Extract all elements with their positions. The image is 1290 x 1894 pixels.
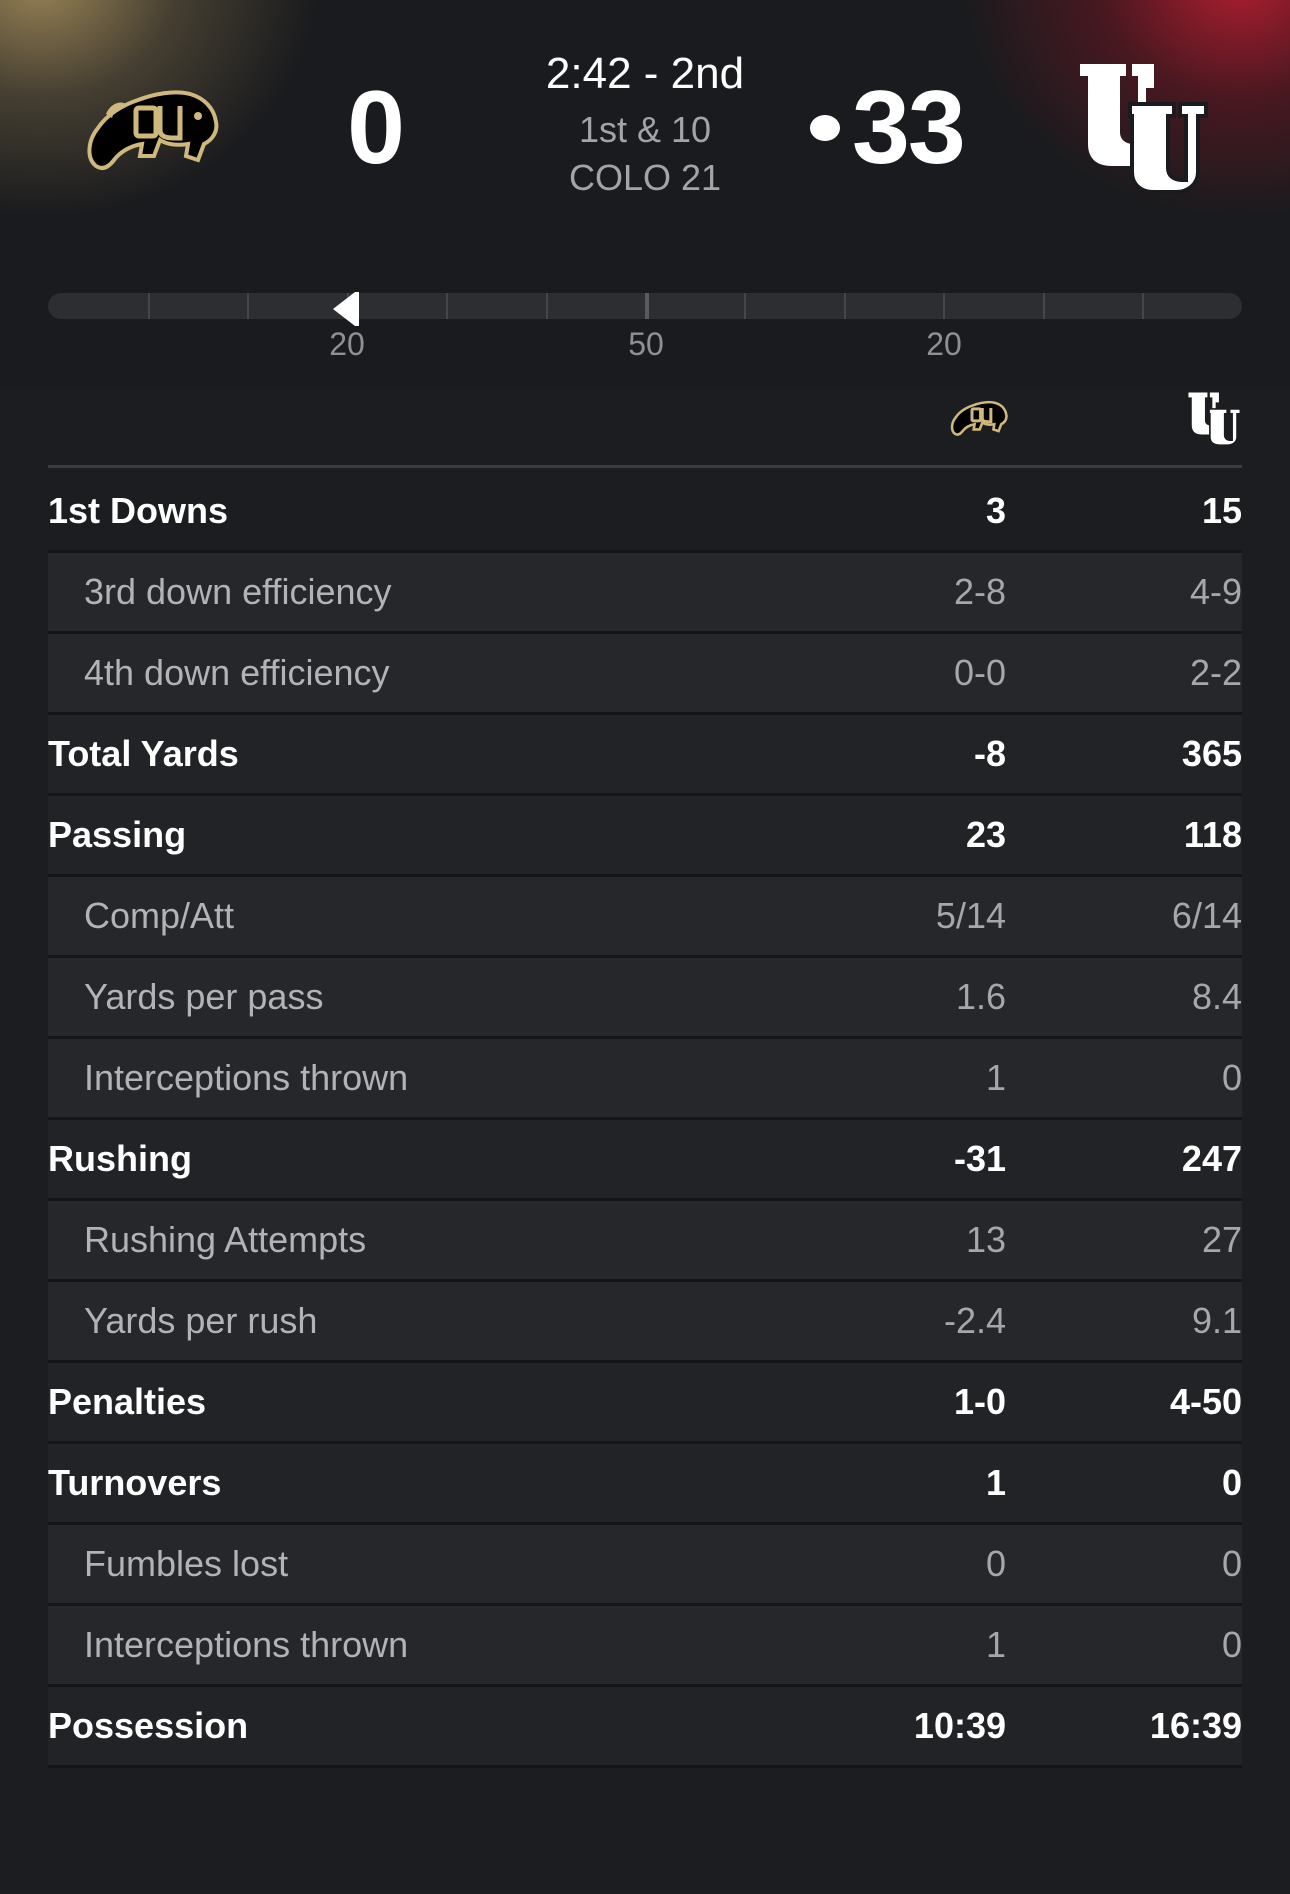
stat-value-colo: 1 — [985, 1624, 1006, 1665]
stat-label: Rushing Attempts — [84, 1219, 367, 1260]
stat-row-interceptions-thrown: Interceptions thrown 1 0 — [48, 1039, 1242, 1120]
stat-value-utah: 4-9 — [1189, 571, 1242, 612]
stat-value-utah: 6/14 — [1171, 895, 1242, 936]
stat-row-possession: Possession 10:39 16:39 — [48, 1687, 1242, 1768]
stat-value-utah: 247 — [1181, 1138, 1242, 1179]
scoreboard-header: 0 2:42 - 2nd 1st & 10 COLO 21 33 20 50 2… — [0, 0, 1290, 388]
stat-value-colo: -8 — [973, 733, 1006, 774]
utah-utes-logo — [1188, 392, 1242, 446]
stat-row-third-down-efficiency: 3rd down efficiency 2-8 4-9 — [48, 553, 1242, 634]
stat-label: 4th down efficiency — [84, 652, 390, 693]
stat-value-utah: 4-50 — [1169, 1381, 1242, 1422]
game-clock: 2:42 - 2nd — [545, 49, 745, 98]
team-stats-table: 1st Downs 3 15 3rd down efficiency 2-8 4… — [48, 472, 1242, 1768]
stat-label: Yards per pass — [84, 976, 324, 1017]
stat-row-yards-per-pass: Yards per pass 1.6 8.4 — [48, 958, 1242, 1039]
field-yard-tick — [148, 293, 150, 319]
stat-label: 3rd down efficiency — [84, 571, 392, 612]
stat-value-utah: 0 — [1221, 1057, 1242, 1098]
colorado-buffaloes-logo[interactable] — [80, 74, 220, 180]
stat-label: Yards per rush — [84, 1300, 318, 1341]
ball-field-position: COLO 21 — [568, 157, 722, 198]
stats-table-header — [48, 390, 1242, 468]
field-yard-tick — [446, 293, 449, 319]
stat-label: Comp/Att — [84, 895, 235, 936]
utah-utes-logo[interactable] — [1074, 58, 1210, 194]
field-yard-tick — [744, 293, 747, 319]
field-yard-tick — [645, 293, 649, 319]
stat-row-rushing-attempts: Rushing Attempts 13 27 — [48, 1201, 1242, 1282]
stat-row-interceptions-thrown-turnovers: Interceptions thrown 1 0 — [48, 1606, 1242, 1687]
stat-value-colo: 0-0 — [953, 652, 1006, 693]
stat-value-utah: 2-2 — [1189, 652, 1242, 693]
field-yard-tick — [1042, 293, 1045, 319]
stat-value-colo: 10:39 — [913, 1705, 1006, 1746]
stat-row-fourth-down-efficiency: 4th down efficiency 0-0 2-2 — [48, 634, 1242, 715]
stat-row-fumbles-lost: Fumbles lost 0 0 — [48, 1525, 1242, 1606]
stat-label: Interceptions thrown — [84, 1057, 409, 1098]
stat-value-utah: 0 — [1221, 1462, 1242, 1503]
field-yard-tick — [1142, 293, 1144, 319]
stat-label: Interceptions thrown — [84, 1624, 409, 1665]
away-team-score: 33 — [852, 70, 966, 186]
stat-value-colo: -2.4 — [943, 1300, 1006, 1341]
stat-label: Total Yards — [48, 733, 239, 774]
stat-label: 1st Downs — [48, 490, 229, 531]
stat-label: Possession — [48, 1705, 249, 1746]
stat-value-colo: -31 — [953, 1138, 1006, 1179]
stat-label: Penalties — [48, 1381, 207, 1422]
stat-value-utah: 16:39 — [1149, 1705, 1242, 1746]
field-yard-tick — [943, 293, 946, 319]
stat-label: Rushing — [48, 1138, 192, 1179]
stat-value-colo: 23 — [965, 814, 1006, 855]
stat-label: Fumbles lost — [84, 1543, 289, 1584]
stat-row-rushing: Rushing -31 247 — [48, 1120, 1242, 1201]
possession-indicator-icon — [810, 115, 840, 141]
yard-label-50: 50 — [628, 326, 664, 362]
yard-label-20-left: 20 — [329, 326, 365, 362]
stat-value-colo: 1 — [985, 1057, 1006, 1098]
stat-value-colo: 5/14 — [935, 895, 1006, 936]
stat-value-colo: 2-8 — [953, 571, 1006, 612]
stat-row-comp-att: Comp/Att 5/14 6/14 — [48, 877, 1242, 958]
stat-label: Turnovers — [48, 1462, 222, 1503]
stat-value-utah: 365 — [1181, 733, 1242, 774]
yard-label-20-right: 20 — [926, 326, 962, 362]
ball-direction-arrow-icon — [332, 292, 355, 326]
stat-value-colo: 13 — [965, 1219, 1006, 1260]
stat-value-colo: 0 — [985, 1543, 1006, 1584]
stat-value-colo: 1.6 — [955, 976, 1006, 1017]
stat-value-utah: 0 — [1221, 1543, 1242, 1584]
stat-value-utah: 0 — [1221, 1624, 1242, 1665]
down-and-distance: 1st & 10 — [578, 109, 712, 150]
home-team-score: 0 — [347, 70, 405, 186]
field-yard-tick — [843, 293, 846, 319]
stat-value-colo: 1 — [985, 1462, 1006, 1503]
stat-label: Passing — [48, 814, 187, 855]
stat-value-utah: 27 — [1201, 1219, 1242, 1260]
colorado-buffaloes-logo — [950, 400, 1008, 436]
field-yard-tick — [247, 293, 250, 319]
stat-value-colo: 1-0 — [953, 1381, 1006, 1422]
stat-value-utah: 118 — [1183, 814, 1242, 855]
line-of-scrimmage-marker — [354, 292, 359, 326]
field-yard-tick — [545, 293, 548, 319]
stat-row-first-downs: 1st Downs 3 15 — [48, 472, 1242, 553]
stat-row-passing: Passing 23 118 — [48, 796, 1242, 877]
stat-value-utah: 15 — [1201, 490, 1242, 531]
stat-value-colo: 3 — [985, 490, 1006, 531]
stat-row-yards-per-rush: Yards per rush -2.4 9.1 — [48, 1282, 1242, 1363]
stat-row-total-yards: Total Yards -8 365 — [48, 715, 1242, 796]
stat-row-turnovers: Turnovers 1 0 — [48, 1444, 1242, 1525]
stat-value-utah: 9.1 — [1191, 1300, 1242, 1341]
stat-row-penalties: Penalties 1-0 4-50 — [48, 1363, 1242, 1444]
field-position-tracker — [48, 293, 1242, 319]
stat-value-utah: 8.4 — [1191, 976, 1242, 1017]
